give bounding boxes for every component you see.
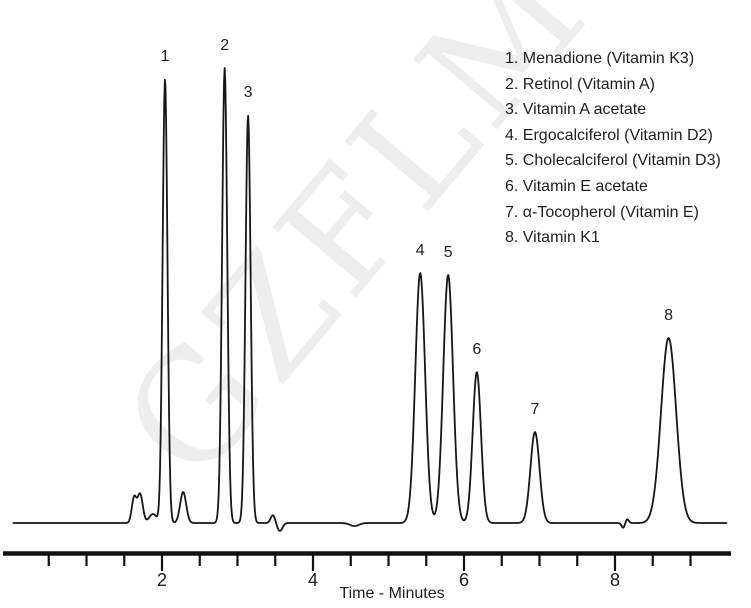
peak-label-5: 5	[443, 244, 453, 261]
peak-label-3: 3	[243, 84, 253, 101]
legend-item-8: 8. Vitamin K1	[505, 229, 600, 247]
legend-item-3: 3. Vitamin A acetate	[505, 101, 647, 119]
peak-label-7: 7	[530, 401, 540, 418]
legend-item-5: 5. Cholecalciferol (Vitamin D3)	[505, 152, 721, 170]
peak-legend: 1. Menadione (Vitamin K3) 2. Retinol (Vit…	[505, 46, 721, 251]
tick-label: 2	[157, 570, 167, 590]
legend-item-7: 7. α-Tocopherol (Vitamin E)	[505, 203, 699, 221]
peak-label-4: 4	[415, 242, 425, 259]
peak-label-6: 6	[472, 341, 482, 358]
x-axis-ticks	[47, 555, 692, 571]
x-axis-title: Time - Minutes	[339, 585, 445, 602]
tick-label: 6	[459, 570, 469, 590]
tick-label: 4	[308, 570, 318, 590]
peak-label-2: 2	[220, 37, 230, 54]
legend-item-6: 6. Vitamin E acetate	[505, 177, 648, 195]
peak-label-1: 1	[160, 48, 170, 65]
peak-label-8: 8	[664, 307, 674, 324]
legend-item-2: 2. Retinol (Vitamin A)	[505, 75, 655, 93]
x-axis-tick-labels: 2 4 6 8	[157, 570, 620, 590]
tick-label: 8	[610, 570, 620, 590]
legend-item-4: 4. Ergocalciferol (Vitamin D2)	[505, 126, 713, 144]
legend-item-1: 1. Menadione (Vitamin K3)	[505, 50, 695, 67]
chromatogram-trace	[12, 67, 728, 532]
